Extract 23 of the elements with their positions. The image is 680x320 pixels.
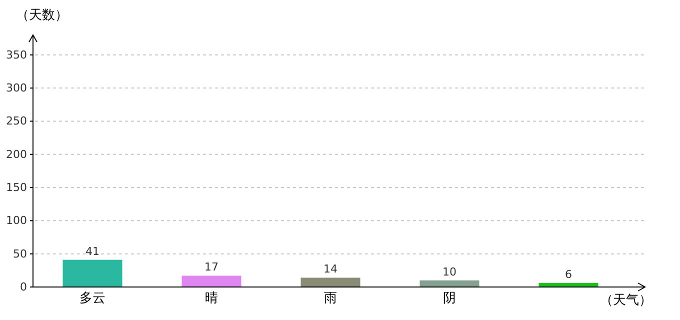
bar — [300, 278, 360, 287]
y-axis-title: （天数） — [16, 8, 68, 23]
y-tick-label: 350 — [6, 48, 27, 62]
data-label: 14 — [324, 262, 338, 276]
bar — [420, 280, 480, 287]
data-label: 6 — [565, 268, 572, 282]
x-tick-label: 阴 — [443, 291, 456, 306]
x-axis-title: （天气） — [600, 293, 652, 308]
y-tick-label: 200 — [6, 148, 27, 161]
y-tick-label: 300 — [6, 82, 27, 95]
data-label: 41 — [86, 244, 100, 258]
y-tick-label: 150 — [6, 181, 27, 194]
bar — [182, 276, 242, 287]
data-label: 10 — [442, 265, 456, 278]
data-label: 17 — [204, 260, 218, 274]
y-tick-label: 250 — [6, 114, 27, 128]
x-tick-label: 多云 — [80, 291, 106, 306]
bar — [62, 260, 122, 287]
y-tick-label: 100 — [6, 214, 27, 228]
y-tick-label: 0 — [20, 280, 27, 294]
x-tick-label: 晴 — [205, 291, 218, 306]
x-tick-label: 雨 — [324, 291, 337, 306]
y-tick-label: 50 — [13, 247, 27, 260]
